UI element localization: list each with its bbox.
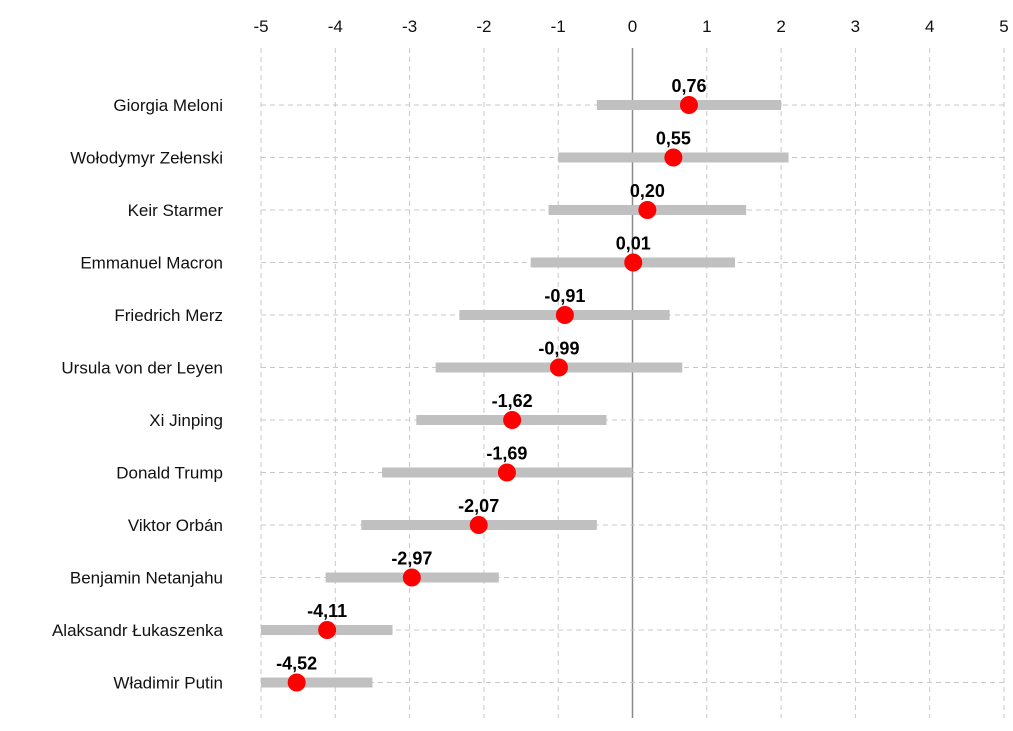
grid bbox=[260, 48, 1005, 718]
value-dot bbox=[679, 96, 698, 114]
value-label: -0,91 bbox=[544, 286, 585, 306]
value-dot bbox=[503, 411, 522, 429]
category-label: Wołodymyr Zełenski bbox=[70, 149, 223, 168]
value-label: -2,97 bbox=[391, 549, 432, 569]
x-tick-label: 3 bbox=[851, 17, 860, 36]
category-label: Friedrich Merz bbox=[114, 306, 223, 325]
x-tick-label: 5 bbox=[999, 17, 1008, 36]
category-label: Ursula von der Leyen bbox=[61, 359, 223, 378]
x-tick-label: -3 bbox=[402, 17, 417, 36]
value-label: -4,52 bbox=[276, 654, 317, 674]
x-tick-label: 1 bbox=[702, 17, 711, 36]
value-label: -0,99 bbox=[538, 339, 579, 359]
value-label: 0,01 bbox=[616, 234, 651, 254]
x-tick-label: -2 bbox=[476, 17, 491, 36]
value-dot bbox=[402, 568, 421, 587]
x-tick-label: -1 bbox=[551, 17, 566, 36]
category-label: Viktor Orbán bbox=[128, 516, 223, 535]
category-label: Alaksandr Łukaszenka bbox=[52, 621, 224, 640]
value-dot bbox=[318, 621, 337, 639]
category-label: Emmanuel Macron bbox=[80, 254, 223, 273]
value-dot bbox=[549, 358, 568, 377]
value-dots bbox=[287, 96, 698, 692]
x-tick-label: 0 bbox=[628, 17, 637, 36]
category-label: Keir Starmer bbox=[128, 201, 224, 220]
value-label: 0,76 bbox=[671, 76, 706, 96]
x-tick-label: 2 bbox=[776, 17, 785, 36]
category-label: Giorgia Meloni bbox=[113, 96, 223, 115]
x-tick-label: -5 bbox=[253, 17, 268, 36]
x-tick-label: -4 bbox=[328, 17, 343, 36]
value-dot bbox=[624, 253, 643, 272]
value-dot bbox=[287, 673, 306, 692]
x-tick-label: 4 bbox=[925, 17, 934, 36]
category-label: Władimir Putin bbox=[113, 674, 223, 693]
value-dot bbox=[497, 463, 516, 482]
category-label: Donald Trump bbox=[116, 464, 223, 483]
value-label: -1,62 bbox=[492, 391, 533, 411]
x-axis: -5 -4 -3 -2 -1 0 1 2 3 4 5 bbox=[253, 17, 1008, 36]
category-label: Xi Jinping bbox=[149, 411, 223, 430]
value-label: -4,11 bbox=[307, 601, 347, 621]
value-dot bbox=[664, 148, 683, 167]
value-label: 0,55 bbox=[656, 129, 691, 149]
value-dot bbox=[469, 516, 488, 534]
labels: Giorgia Meloni 0,76 Wołodymyr Zełenski 0,55… bbox=[52, 76, 707, 693]
value-dot bbox=[555, 306, 574, 324]
value-dot bbox=[638, 201, 657, 219]
value-label: -2,07 bbox=[458, 496, 499, 516]
value-label: 0,20 bbox=[630, 181, 665, 201]
value-label: -1,69 bbox=[486, 444, 527, 464]
category-label: Benjamin Netanjahu bbox=[70, 569, 223, 588]
